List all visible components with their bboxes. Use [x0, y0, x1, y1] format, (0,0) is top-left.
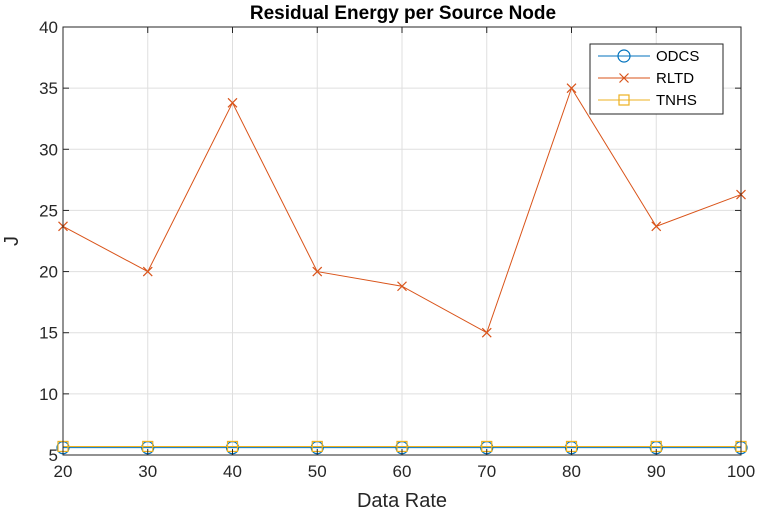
series-layer	[56, 83, 748, 455]
data-point-rltd	[566, 83, 577, 94]
x-tick-label: 50	[308, 462, 327, 481]
x-tick-label: 90	[647, 462, 666, 481]
legend-entry-odcs: ODCS	[598, 48, 699, 65]
chart-title: Residual Energy per Source Node	[250, 3, 556, 24]
x-tick-label: 60	[393, 462, 412, 481]
x-tick-label: 20	[54, 462, 73, 481]
legend-label-rltd: RLTD	[656, 70, 694, 87]
data-point-rltd	[142, 266, 153, 277]
axis-ticks: 20 30 40 50 60 70 80 90 100 5 10 15 20 25 30 35 40	[39, 18, 755, 481]
legend-entry-rltd: RLTD	[598, 70, 694, 87]
y-tick-label: 15	[39, 324, 58, 343]
data-point-rltd	[227, 97, 238, 108]
data-point-rltd	[312, 266, 323, 277]
legend-label-tnhs: TNHS	[656, 92, 697, 109]
legend-entry-tnhs: TNHS	[598, 92, 697, 109]
x-tick-label: 100	[727, 462, 755, 481]
y-tick-label: 40	[39, 18, 58, 37]
y-tick-label: 35	[39, 79, 58, 98]
data-point-rltd	[651, 221, 662, 232]
legend: ODCS RLTD TNHS	[589, 43, 724, 115]
y-tick-label: 10	[39, 385, 58, 404]
x-tick-label: 30	[138, 462, 157, 481]
legend-marker-tnhs	[618, 94, 630, 106]
y-tick-label: 25	[39, 201, 58, 220]
x-axis-label: Data Rate	[357, 490, 447, 511]
y-tick-label: 30	[39, 140, 58, 159]
data-point-rltd	[397, 281, 407, 292]
x-tick-label: 70	[477, 462, 496, 481]
y-tick-label: 5	[49, 446, 58, 465]
x-tick-label: 40	[223, 462, 242, 481]
x-tick-label: 80	[562, 462, 581, 481]
legend-label-odcs: ODCS	[656, 48, 699, 65]
y-tick-label: 20	[39, 263, 58, 282]
y-axis-label: J	[1, 236, 23, 246]
data-point-rltd	[481, 327, 492, 338]
legend-marker-odcs	[617, 49, 631, 63]
legend-marker-rltd	[619, 73, 629, 83]
